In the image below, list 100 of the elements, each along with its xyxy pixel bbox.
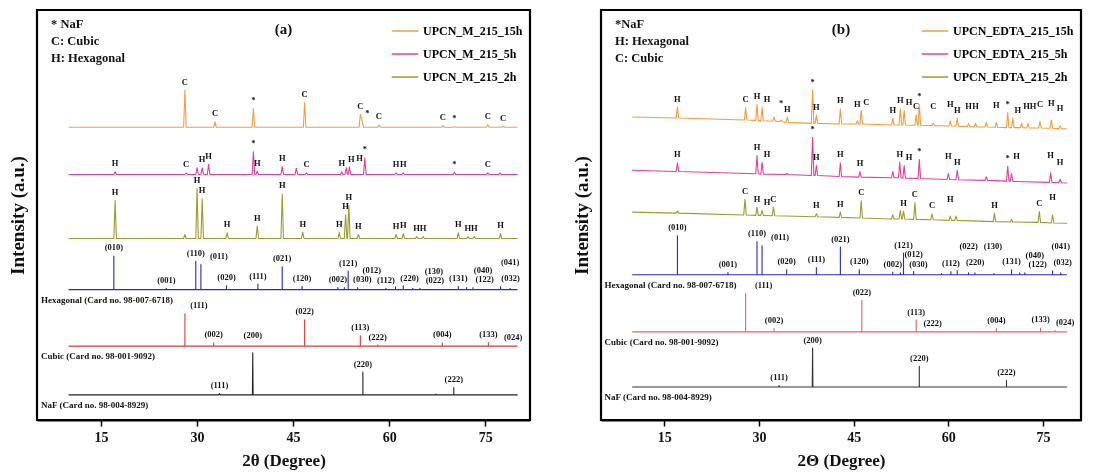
annotation: H <box>278 153 286 164</box>
x-tick-label: 60 <box>941 429 956 445</box>
x-tick-label: 30 <box>190 429 205 445</box>
annotation: H <box>784 103 791 114</box>
annotation: * <box>917 146 922 157</box>
annotation: H <box>1047 150 1055 161</box>
annotation: C <box>930 100 937 111</box>
annotation: (122) <box>1028 259 1048 270</box>
annotation: (002) <box>328 274 348 285</box>
annotation: (040) <box>473 265 493 276</box>
annotation: H <box>497 220 505 231</box>
annotation: (012) <box>904 249 923 259</box>
annotation: H <box>953 156 961 167</box>
annotation: C <box>301 89 308 100</box>
legend-label: UPCN_EDTA_215_5h <box>953 47 1068 61</box>
annotation: (220) <box>400 273 419 284</box>
annotation: H <box>454 219 462 230</box>
annotation: H <box>464 223 472 234</box>
annotation: * <box>251 138 256 149</box>
annotation: H <box>399 159 407 170</box>
annotation: H <box>945 150 953 161</box>
annotation: (024) <box>1055 317 1075 328</box>
annotation: (200) <box>803 334 822 345</box>
annotation: C <box>375 111 382 122</box>
text: *NaF <box>615 17 645 31</box>
annotation: C <box>181 76 188 87</box>
annotation: (032) <box>501 273 520 284</box>
annotation: (010) <box>104 242 124 253</box>
annotation: H <box>205 150 213 161</box>
annotation: H <box>753 142 761 153</box>
y-axis-title: Intensity (a.u.) <box>6 156 29 275</box>
annotation: H <box>763 196 771 207</box>
text: C: Cubic <box>51 34 100 48</box>
annotation: H <box>392 159 400 170</box>
annotation: (111) <box>807 254 826 265</box>
annotation: H <box>991 199 999 210</box>
annotation: * <box>365 107 370 118</box>
annotation: H <box>837 149 845 160</box>
x-tick-label: 15 <box>657 429 672 445</box>
annotation: H <box>674 149 682 160</box>
annotation: (004) <box>433 329 452 340</box>
annotation: (112) <box>376 274 396 285</box>
annotation: (220) <box>966 257 985 268</box>
annotation: (130) <box>424 265 444 276</box>
annotation: (131) <box>1002 256 1021 267</box>
annotation: H <box>854 98 862 109</box>
annotation: H <box>965 100 973 111</box>
annotation: (121) <box>894 239 913 250</box>
y-axis-title: Intensity (a.u.) <box>570 156 593 275</box>
annotation: (111) <box>754 279 773 290</box>
annotation: * <box>810 76 815 87</box>
legend-label: UPCN_M_215_15h <box>423 24 523 38</box>
annotation: (120) <box>292 272 312 283</box>
annotation: C <box>183 159 190 170</box>
annotation: H <box>356 153 364 164</box>
annotation: (120) <box>850 256 869 267</box>
annotation: (112) <box>941 258 961 268</box>
annotation: H <box>392 221 400 232</box>
annotation: H <box>993 99 1001 110</box>
annotation: H <box>198 154 206 165</box>
annotation: H <box>1048 97 1055 108</box>
annotation: (121) <box>338 257 358 268</box>
legend-label: UPCN_M_215_5h <box>423 47 517 61</box>
annotation: H <box>1013 150 1021 161</box>
text: H: Hexagonal <box>51 51 126 65</box>
annotation: (002) <box>204 329 224 340</box>
annotation: H <box>399 220 407 231</box>
annotation: H <box>413 223 421 234</box>
annotation: H <box>419 223 427 234</box>
annotation: H <box>1023 100 1031 111</box>
annotation: H <box>355 221 363 232</box>
annotation: H <box>856 158 864 169</box>
legend-label: UPCN_M_215_2h <box>423 70 517 84</box>
annotation: (041) <box>500 256 520 267</box>
annotation: (131) <box>449 272 468 283</box>
annotation: H <box>335 219 343 230</box>
annotation: (022) <box>425 274 445 285</box>
annotation: (002) <box>764 315 784 326</box>
annotation: H <box>837 95 845 106</box>
annotation: H <box>972 100 980 111</box>
annotation: (110) <box>748 227 767 238</box>
annotation: H <box>897 95 905 106</box>
annotation: H <box>1056 156 1064 167</box>
chart-title: (a) <box>274 21 293 38</box>
annotation: * <box>1005 152 1010 163</box>
annotation: C <box>484 111 491 122</box>
text: * NaF <box>51 17 84 31</box>
x-tick-label: 45 <box>847 429 862 445</box>
annotation: (002) <box>883 258 903 269</box>
annotation: (041) <box>1051 241 1071 252</box>
annotation: (021) <box>273 253 292 264</box>
annotation: H <box>223 219 231 230</box>
annotation: (011) <box>209 251 229 262</box>
annotation: Hexagonal (Card no. 98-007-6718) <box>41 294 174 305</box>
annotation: * <box>810 123 815 134</box>
annotation: C <box>770 193 777 204</box>
annotation: C <box>439 112 446 123</box>
text: H: Hexagonal <box>615 34 690 48</box>
annotation: C <box>911 189 918 200</box>
annotation: H <box>111 187 119 198</box>
